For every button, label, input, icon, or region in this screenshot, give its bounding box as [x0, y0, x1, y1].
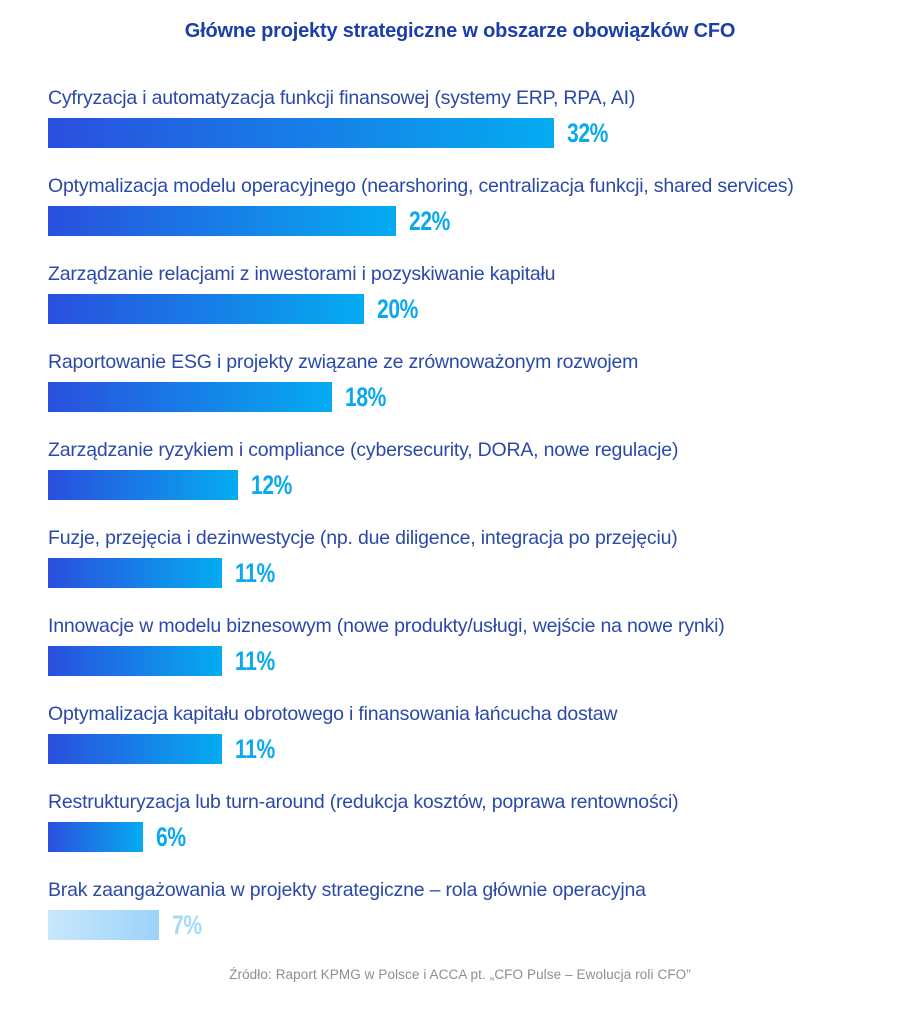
bar-row: Optymalizacja kapitału obrotowego i fina… [48, 703, 872, 764]
bar [48, 382, 332, 412]
bar-track: 32% [48, 118, 872, 148]
bar-track: 18% [48, 382, 872, 412]
category-label: Optymalizacja modelu operacyjnego (nears… [48, 175, 794, 197]
bar [48, 910, 159, 940]
bar [48, 294, 364, 324]
bar [48, 646, 222, 676]
bar-row: Innowacje w modelu biznesowym (nowe prod… [48, 615, 872, 676]
bar-chart: Cyfryzacja i automatyzacja funkcji finan… [48, 87, 872, 940]
bar [48, 206, 396, 236]
bar-row: Optymalizacja modelu operacyjnego (nears… [48, 175, 872, 236]
bar [48, 734, 222, 764]
value-label: 20% [377, 293, 418, 324]
bar [48, 470, 238, 500]
value-label: 11% [235, 733, 275, 764]
bar-row: Fuzje, przejęcia i dezinwestycje (np. du… [48, 527, 872, 588]
value-label: 18% [345, 381, 386, 412]
bar-row: Cyfryzacja i automatyzacja funkcji finan… [48, 87, 872, 148]
value-label: 22% [409, 205, 450, 236]
chart-title: Główne projekty strategiczne w obszarze … [184, 20, 736, 42]
value-label: 6% [156, 821, 186, 852]
bar-row: Zarządzanie relacjami z inwestorami i po… [48, 263, 872, 324]
value-label: 32% [567, 117, 608, 148]
category-label: Cyfryzacja i automatyzacja funkcji finan… [48, 87, 636, 109]
bar-track: 7% [48, 910, 872, 940]
category-label: Restrukturyzacja lub turn-around (redukc… [48, 791, 679, 813]
bar-row: Restrukturyzacja lub turn-around (redukc… [48, 791, 872, 852]
category-label: Brak zaangażowania w projekty strategicz… [48, 879, 646, 901]
value-label: 11% [235, 645, 275, 676]
bar-track: 11% [48, 558, 872, 588]
bar-track: 12% [48, 470, 872, 500]
bar [48, 118, 554, 148]
category-label: Zarządzanie relacjami z inwestorami i po… [48, 263, 556, 285]
category-label: Innowacje w modelu biznesowym (nowe prod… [48, 615, 725, 637]
bar-row: Raportowanie ESG i projekty związane ze … [48, 351, 872, 412]
value-label: 12% [251, 469, 292, 500]
bar [48, 822, 143, 852]
value-label: 11% [235, 557, 275, 588]
bar-row: Zarządzanie ryzykiem i compliance (cyber… [48, 439, 872, 500]
bar-track: 11% [48, 734, 872, 764]
category-label: Optymalizacja kapitału obrotowego i fina… [48, 703, 618, 725]
source-note: Źródło: Raport KPMG w Polsce i ACCA pt. … [229, 967, 691, 982]
category-label: Raportowanie ESG i projekty związane ze … [48, 351, 639, 373]
category-label: Fuzje, przejęcia i dezinwestycje (np. du… [48, 527, 678, 549]
bar-track: 11% [48, 646, 872, 676]
category-label: Zarządzanie ryzykiem i compliance (cyber… [48, 439, 679, 461]
bar-track: 22% [48, 206, 872, 236]
bar-row: Brak zaangażowania w projekty strategicz… [48, 879, 872, 940]
bar [48, 558, 222, 588]
bar-track: 6% [48, 822, 872, 852]
bar-track: 20% [48, 294, 872, 324]
value-label: 7% [172, 909, 202, 940]
